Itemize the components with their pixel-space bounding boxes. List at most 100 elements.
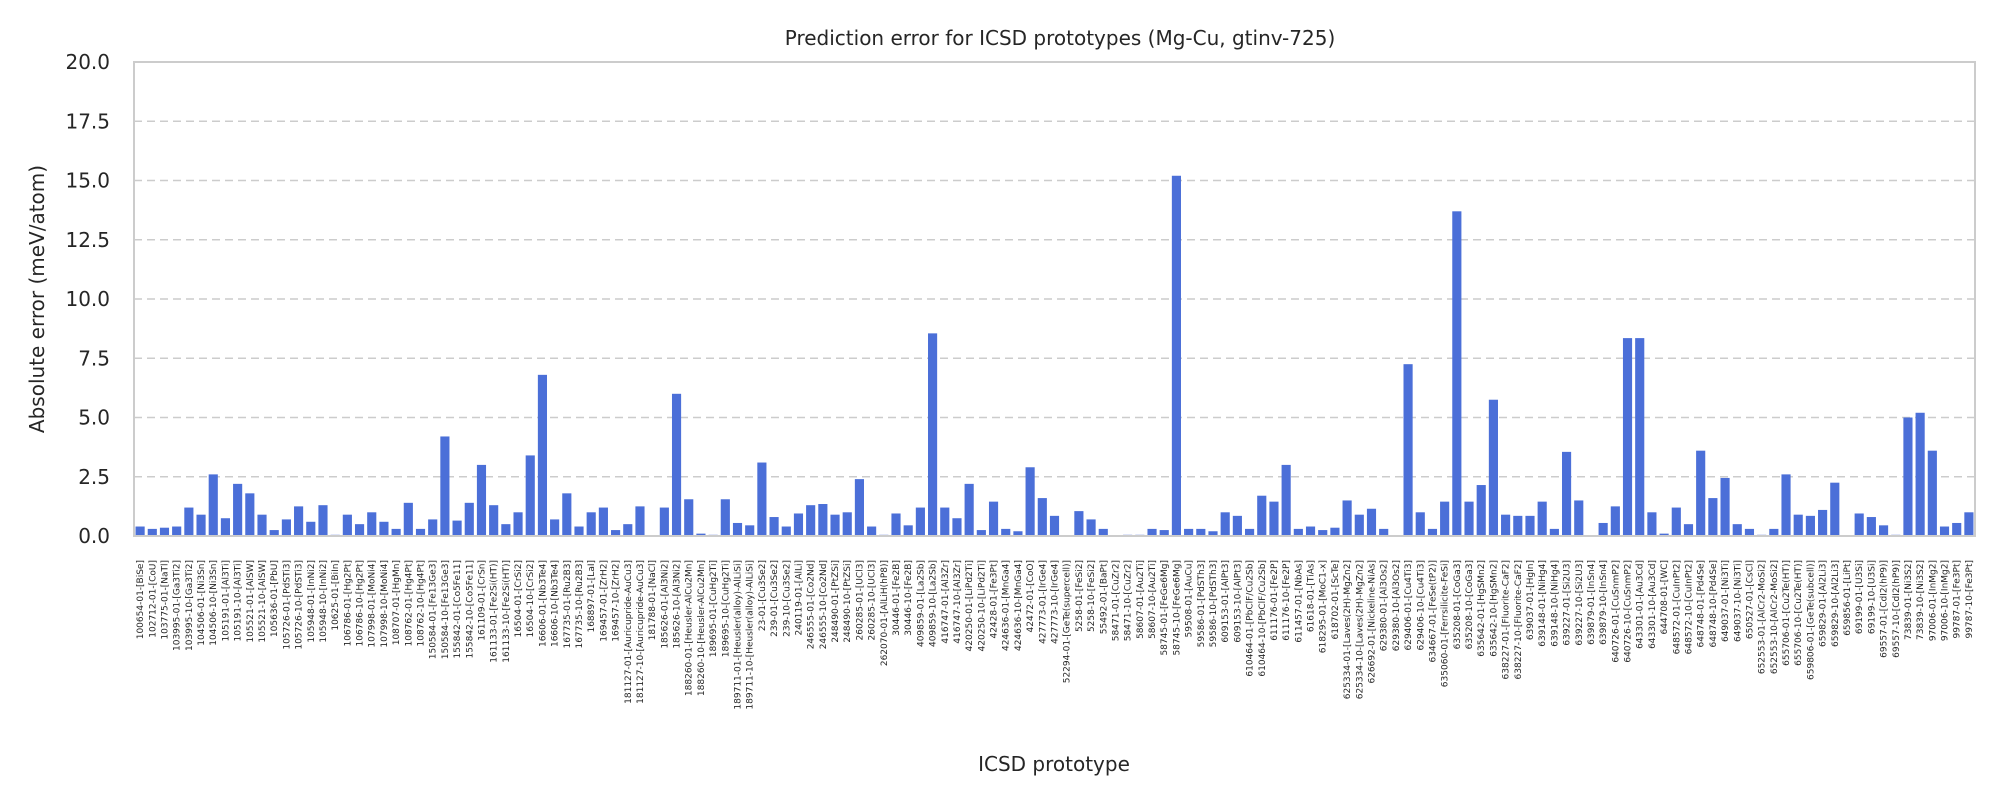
bar (1671, 507, 1681, 536)
bar (915, 507, 925, 536)
bars (135, 175, 1974, 536)
x-tick-label: 635060-01-[Ferrsilicite-FeSi] (1441, 560, 1451, 687)
x-tick-label: 629380-10-[Al3Os2] (1392, 560, 1402, 651)
x-tick-label: 5258-10-[FeSi2] (1087, 560, 1097, 632)
bar (1037, 498, 1047, 536)
bar (550, 519, 560, 536)
x-tick-label: 246555-10-[Co2Nd] (819, 560, 829, 649)
x-tick-label: 105191-01-[Al3Ti] (221, 560, 231, 641)
x-tick-label: 635208-01-[CoGa3] (1453, 560, 1463, 649)
x-tick-label: 108707-01-[HgMn] (392, 560, 402, 645)
x-tick-label: 58745-01-[FeGe6Mg] (1160, 560, 1170, 656)
x-tick-label: 107998-01-[MoNi4] (368, 560, 378, 648)
x-tick-label: 629406-10-[Cu4Ti3] (1416, 560, 1426, 651)
bar (1598, 522, 1608, 536)
bar (1159, 530, 1169, 536)
x-tick-label: 100654-01-[BiSe] (136, 560, 146, 639)
x-tick-label: 181788-01-[NaCl] (648, 560, 658, 640)
bar (440, 436, 450, 536)
x-tick-label: 16606-01-[Nb3Te4] (538, 560, 548, 647)
x-tick-label: 105521-01-[AlSW] (246, 560, 256, 643)
bar (1281, 464, 1291, 536)
bar (1939, 526, 1950, 536)
x-tick-label: 648572-10-[CuInPt2] (1684, 560, 1694, 654)
x-tick-label: 189711-10-[Heusler(alloy)-AlLiSi] (746, 560, 756, 710)
bar (342, 514, 352, 536)
bar (1086, 519, 1096, 536)
bar (147, 528, 157, 536)
bar (501, 524, 511, 536)
x-tick-label: 610464-10-[PbClF/Cu2Sb] (1258, 560, 1268, 677)
x-tick-label: 58471-01-[CuZr2] (1111, 560, 1121, 641)
x-tick-label: 161109-01-[CrSn] (477, 560, 487, 641)
bar (281, 519, 291, 536)
x-tick-label: 644708-01-[WC] (1660, 560, 1670, 635)
grid-lines (134, 120, 1975, 478)
bar (1171, 175, 1181, 536)
bar (294, 506, 304, 536)
bar (245, 493, 255, 536)
bar (696, 533, 706, 536)
bar (1574, 500, 1584, 536)
x-tick-label: 655706-10-[Cu2Te(HT)] (1794, 560, 1804, 666)
bar (1549, 528, 1559, 536)
bar (940, 507, 950, 536)
x-tick-label: 648748-01-[Pd4Se] (1697, 560, 1707, 647)
bar (318, 505, 328, 536)
x-tick-label: 59586-10-[PdSTh3] (1209, 560, 1219, 647)
x-tick-label: 161133-10-[Fe2Si(HT)] (502, 560, 512, 663)
bar (1525, 515, 1535, 536)
bar (745, 525, 755, 536)
bar (854, 479, 864, 536)
x-tick-label: 659829-01-[Al2Li3] (1819, 560, 1829, 647)
y-tick-label: 0.0 (78, 524, 110, 548)
bar (1403, 364, 1413, 536)
x-tick-label: 240119-01-[AlLi] (794, 560, 804, 636)
bar (623, 524, 633, 536)
x-tick-label: 638227-10-[Fluorite-CaF2] (1514, 560, 1524, 679)
x-tick-label: 611457-01-[NbAs] (1294, 560, 1304, 643)
bar (537, 374, 548, 536)
x-tick-label: 185626-10-[Al3Ni2] (673, 560, 683, 649)
bar (489, 505, 499, 536)
x-tick-label: 611176-01-[Fe2P] (1270, 560, 1280, 641)
x-tick-label: 150584-01-[Fe13Ge3] (429, 560, 439, 659)
x-tick-label: 420250-01-[LiPd2Ti] (965, 560, 975, 651)
x-tick-label: 239-10-[Cu3Se2] (782, 560, 792, 637)
bar (732, 522, 743, 536)
x-axis-label: ICSD prototype (978, 752, 1130, 776)
x-tick-label: 188260-01-[Heusler-AlCu2Mn] (685, 560, 695, 696)
x-tick-label: 169457-01-[ZrH2] (599, 560, 609, 642)
bar (1927, 450, 1937, 536)
x-tick-label: 104506-10-[Ni3Sn] (209, 560, 219, 646)
bar (757, 462, 767, 536)
x-tick-label: 105948-01-[InNi2] (307, 560, 317, 643)
x-tick-label: 59508-01-[AuCu] (1185, 560, 1195, 637)
x-tick-label: 611176-10-[Fe2P] (1282, 560, 1292, 641)
bar (586, 512, 596, 536)
x-tick-label: 189695-01-[CuHg2Ti] (709, 560, 719, 657)
x-tick-label: 246555-01-[Co2Nd] (807, 560, 817, 649)
x-tick-label: 55492-01-[BaPt] (1099, 560, 1109, 634)
x-tick-label: 652553-01-[AlCr2-MoSi2] (1758, 560, 1768, 674)
bar (976, 530, 986, 536)
bar (367, 512, 377, 536)
bar (891, 513, 901, 536)
x-tick-label: 167735-01-[Ru2B3] (563, 560, 573, 649)
bar (1781, 474, 1791, 536)
x-tick-label: 659806-01-[GeTe(subcell)] (1806, 560, 1816, 680)
x-tick-label: 99787-10-[Fe3Pt] (1965, 560, 1975, 639)
x-tick-label: 649037-01-[Ni3Ti] (1721, 560, 1731, 642)
x-tick-label: 427773-01-[IrGe4] (1038, 560, 1048, 644)
bar (781, 526, 791, 536)
bar (842, 512, 852, 536)
x-tick-label: 188260-10-[Heusler-AlCu2Mn] (697, 560, 707, 696)
bar (464, 502, 474, 536)
bar (476, 464, 487, 536)
x-tick-label: 52294-01-[GeTe(supercell)] (1063, 560, 1073, 683)
bar (1208, 531, 1218, 536)
bar (611, 530, 621, 536)
x-tick-label: 155842-10-[Co5Fe11] (465, 560, 475, 659)
bar (562, 493, 572, 536)
x-tick-label: 108762-01-[Hg4Pt] (404, 560, 414, 647)
